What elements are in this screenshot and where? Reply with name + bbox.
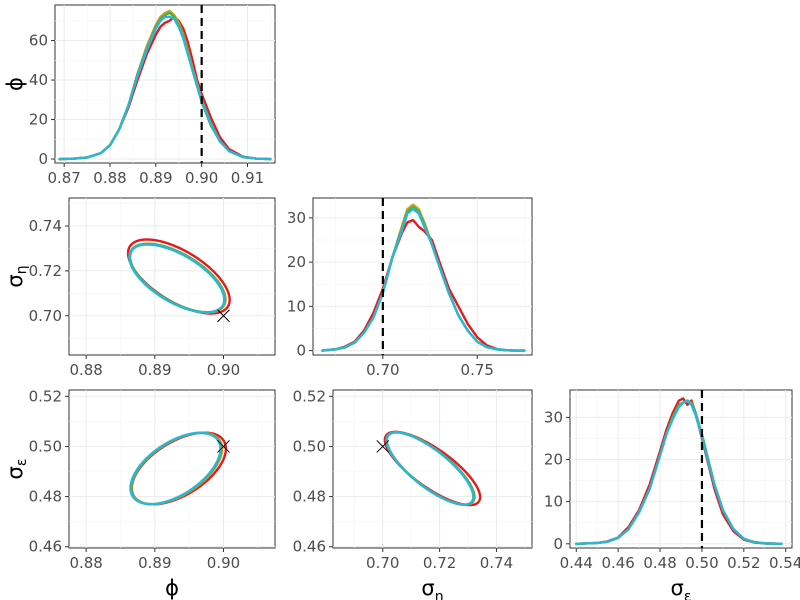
x-tick-label: 0.74 [480,554,513,572]
x-tick-label: 0.89 [138,361,171,379]
y-tick-label: 0.50 [293,437,326,455]
y-axis-title-phi: ϕ [3,77,27,91]
x-tick-label: 0.44 [560,554,593,572]
y-axis-title-sigma_eps: σε [3,459,30,480]
density-line-cyan [321,207,526,352]
y-tick-label: 20 [544,451,563,469]
y-tick-label: 0.74 [29,217,62,235]
y-tick-label: 0.72 [29,262,62,280]
x-tick-label: 0.89 [138,554,171,572]
panel-contour-phi-sigma-eta: 0.88 0.89 0.90 0.70 0.72 0.74 ση [3,197,276,379]
axis-title-main: σ [3,466,27,479]
panel-density-sigma-eps: 0.44 0.46 0.48 0.50 0.52 0.54 0 10 20 30 σε [544,389,800,600]
y-tick-label: 0.48 [29,488,62,506]
axis-title-main: ϕ [165,576,179,600]
y-tick-label: 10 [544,493,563,511]
true-value-marker [376,440,390,453]
axis-title-main: σ [671,576,684,600]
axis-title-main: σ [3,274,27,287]
panel-density-phi: 0.87 0.88 0.89 0.90 0.91 0 20 40 60 ϕ [3,4,276,187]
x-axis-title-phi: ϕ [165,576,179,600]
x-tick-label: 0.50 [685,554,718,572]
panel-density-sigma-eta: 0.70 0.75 0 10 20 30 [287,197,533,379]
x-tick-label: 0.87 [47,169,80,187]
y-tick-label: 0 [553,535,563,553]
y-tick-label: 0 [38,150,48,168]
x-tick-label: 0.46 [601,554,634,572]
y-tick-label: 60 [29,32,48,50]
y-tick-label: 20 [287,253,306,271]
axis-title-main: ϕ [3,77,27,91]
panel-background [68,197,276,356]
axis-title-subscript: η [435,589,444,600]
axis-title-subscript: ε [684,589,692,600]
y-tick-label: 0.50 [29,437,62,455]
panel-background [54,4,276,164]
y-axis-title-sigma_eta: ση [3,265,30,287]
y-tick-label: 30 [287,209,306,227]
true-value-marker [217,309,230,323]
x-tick-label: 0.91 [231,169,264,187]
x-tick-label: 0.88 [69,554,102,572]
panel-contour-phi-sigma-eps: 0.88 0.89 0.90 0.46 0.48 0.50 0.52 ϕ σε [3,387,276,600]
x-tick-label: 0.88 [69,361,102,379]
y-tick-label: 0.48 [293,488,326,506]
density-line-cyan [58,15,272,161]
x-tick-label: 0.48 [643,554,676,572]
axis-title-subscript: η [14,265,30,274]
density-line-red [321,218,526,352]
contour-ellipse-cyan [385,431,475,506]
y-tick-label: 30 [544,408,563,426]
contour-ellipse-cyan [129,431,222,506]
contour-ellipse-cyan [128,243,226,314]
y-tick-label: 0 [296,342,306,360]
y-tick-label: 0.46 [293,538,326,556]
panel-background [68,389,276,549]
panel-background [332,389,533,549]
x-tick-label: 0.75 [461,361,494,379]
density-line-cyan [575,399,783,545]
x-tick-label: 0.88 [93,169,126,187]
true-value-marker [217,440,230,453]
x-tick-label: 0.70 [366,554,399,572]
x-tick-label: 0.90 [207,361,240,379]
x-tick-label: 0.90 [185,169,218,187]
x-tick-label: 0.72 [423,554,456,572]
x-axis-title-sigma_eps: σε [671,576,692,600]
panel-contour-sigma-eta-sigma-eps: 0.70 0.72 0.74 0.46 0.48 0.50 0.52 ση [293,387,533,600]
x-tick-label: 0.70 [366,361,399,379]
y-tick-label: 0.52 [29,387,62,405]
axis-title-subscript: ε [14,459,30,467]
y-tick-label: 0.46 [29,538,62,556]
y-tick-label: 0.52 [293,387,326,405]
x-tick-label: 0.89 [139,169,172,187]
y-tick-label: 0.70 [29,307,62,325]
axis-title-main: σ [421,576,434,600]
y-tick-label: 40 [29,71,48,89]
y-tick-label: 20 [29,111,48,129]
y-tick-label: 10 [287,297,306,315]
x-tick-label: 0.90 [207,554,240,572]
x-tick-label: 0.54 [769,554,800,572]
x-axis-title-sigma_eta: ση [421,576,443,600]
x-tick-label: 0.52 [727,554,760,572]
